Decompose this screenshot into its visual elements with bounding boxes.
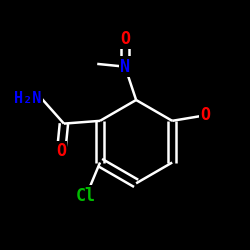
Text: O: O	[120, 30, 130, 48]
Text: N: N	[120, 58, 130, 76]
Text: Cl: Cl	[76, 187, 96, 205]
Text: O: O	[200, 106, 210, 124]
Text: O: O	[56, 142, 66, 160]
Text: H₂N: H₂N	[14, 91, 42, 106]
